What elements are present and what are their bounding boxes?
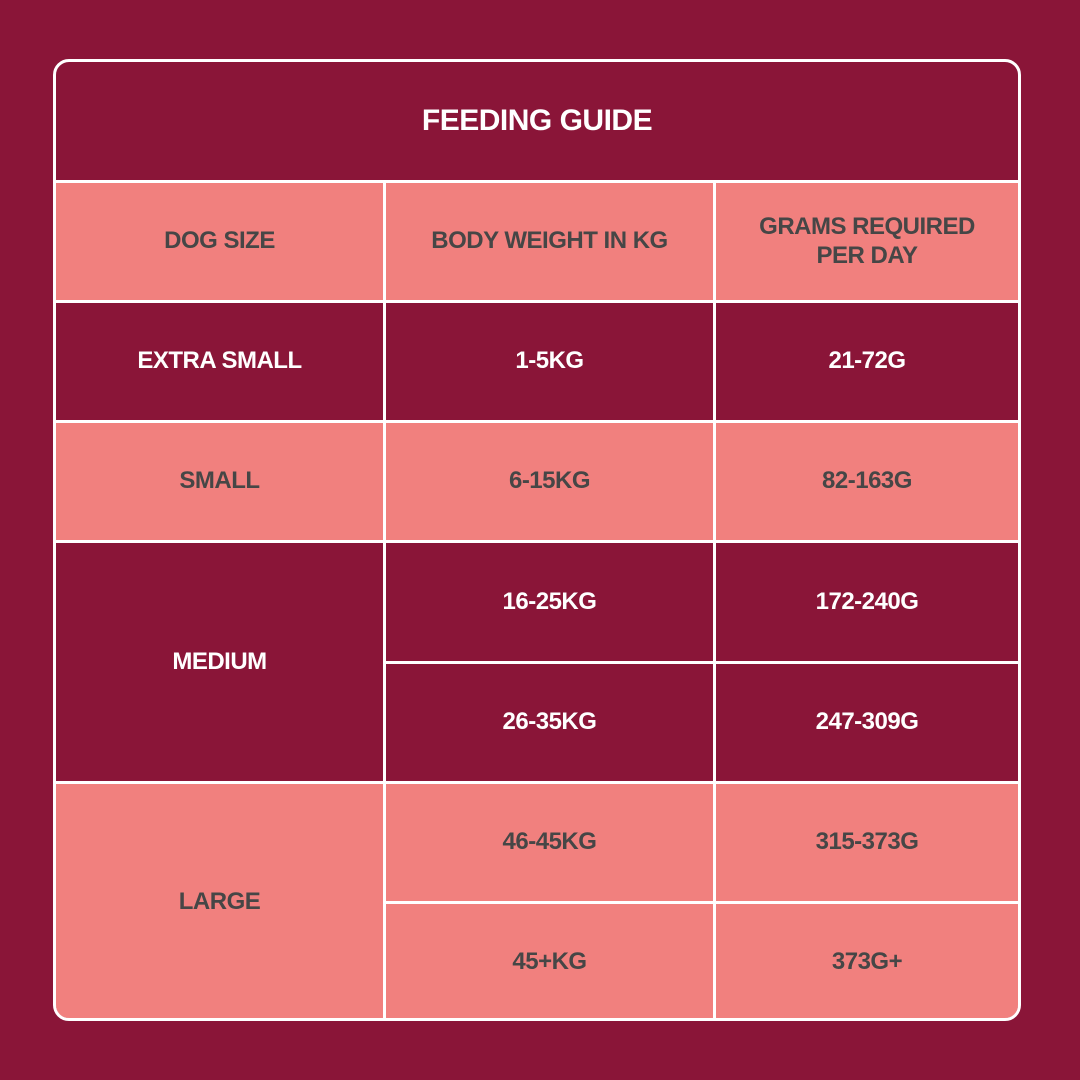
grams-cell: 315-373G (716, 783, 1018, 901)
size-cell-large: LARGE (56, 783, 383, 1018)
feeding-guide-table: FEEDING GUIDE DOG SIZE BODY WEIGHT IN KG… (53, 59, 1021, 1021)
table-title: FEEDING GUIDE (421, 104, 653, 137)
grams-cell: 21-72G (716, 303, 1018, 421)
weight-cell: 45+KG (386, 903, 713, 1018)
header-grams-per-day: GRAMS REQUIRED PER DAY (716, 183, 1018, 301)
table-grid: DOG SIZE BODY WEIGHT IN KG GRAMS REQUIRE… (56, 180, 1018, 1018)
header-dog-size: DOG SIZE (56, 183, 383, 301)
grams-cell: 373G+ (716, 903, 1018, 1018)
grams-cell: 247-309G (716, 663, 1018, 781)
size-cell-extra-small: EXTRA SMALL (56, 303, 383, 421)
weight-cell: 26-35KG (386, 663, 713, 781)
weight-cell: 16-25KG (386, 543, 713, 661)
weight-cell: 46-45KG (386, 783, 713, 901)
header-body-weight: BODY WEIGHT IN KG (386, 183, 713, 301)
size-cell-small: SMALL (56, 423, 383, 541)
weight-cell: 6-15KG (386, 423, 713, 541)
grams-cell: 82-163G (716, 423, 1018, 541)
grams-cell: 172-240G (716, 543, 1018, 661)
size-cell-medium: MEDIUM (56, 543, 383, 781)
weight-cell: 1-5KG (386, 303, 713, 421)
